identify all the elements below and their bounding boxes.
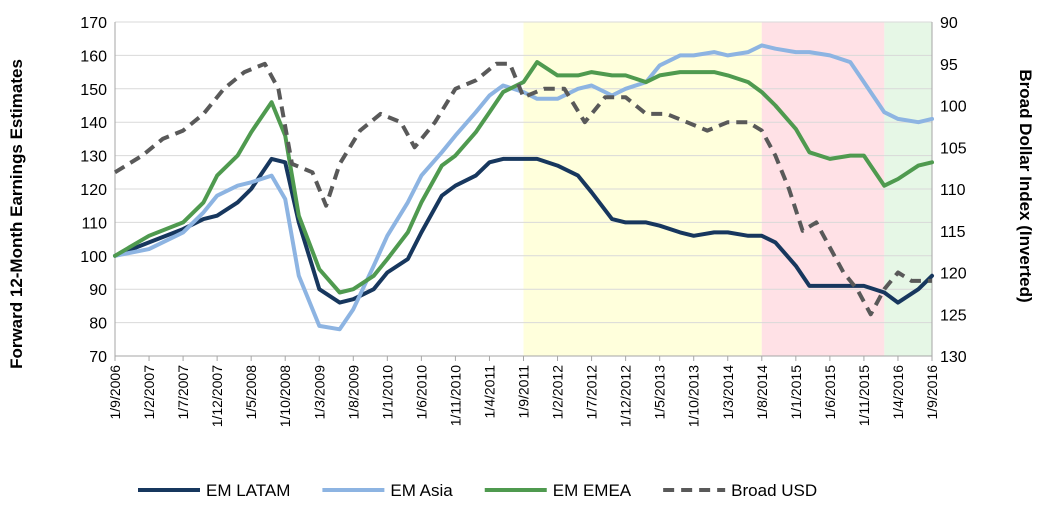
legend-label-em-emea: EM EMEA <box>553 481 632 500</box>
y-tick-label: 170 <box>80 15 107 32</box>
x-tick-label: 1/2/2012 <box>550 365 566 420</box>
x-tick-label: 1/7/2007 <box>175 365 191 420</box>
x-tick-label: 1/8/2009 <box>345 365 361 420</box>
y2-tick-label: 100 <box>940 99 967 116</box>
series-line-broad-usd <box>113 61 932 317</box>
y-tick-label: 110 <box>81 215 107 232</box>
y-tick-label: 160 <box>80 48 107 65</box>
x-tick-label: 1/3/2009 <box>311 365 327 420</box>
y2-tick-label: 95 <box>940 57 958 74</box>
series-lines <box>113 43 934 332</box>
y-tick-label: 140 <box>80 115 107 132</box>
x-tick-label: 1/4/2011 <box>481 365 497 419</box>
legend-label-broad-usd: Broad USD <box>731 481 817 500</box>
x-tick-label: 1/3/2014 <box>720 365 736 420</box>
x-tick-label: 1/1/2010 <box>379 365 395 420</box>
legend-label-em-latam: EM LATAM <box>206 481 290 500</box>
legend: EM LATAM EM Asia EM EMEA Broad USD <box>138 481 817 500</box>
x-tick-label: 1/9/2016 <box>924 365 940 420</box>
y2-tick-label: 90 <box>940 15 958 32</box>
x-tick-label: 1/9/2011 <box>516 365 532 419</box>
x-tick-label: 1/1/2015 <box>788 365 804 420</box>
x-tick-label: 1/11/2010 <box>447 365 463 426</box>
x-tick-label: 1/10/2013 <box>686 365 702 427</box>
x-tick-label: 1/6/2010 <box>413 365 429 420</box>
y-tick-label: 100 <box>80 249 107 266</box>
x-tick-label: 1/5/2013 <box>652 365 668 420</box>
y2-tick-label: 120 <box>940 266 967 283</box>
axes: 70 80 90 100 110 120 130 140 150 160 170 90 95 100 105… <box>80 15 967 427</box>
x-tick-label: 1/8/2014 <box>754 365 770 420</box>
series-line-em-latam <box>113 156 934 305</box>
y-tick-label: 150 <box>80 82 107 99</box>
x-tick-label: 1/12/2012 <box>618 365 634 427</box>
gridlines <box>115 21 932 357</box>
y-tick-label: 90 <box>89 282 107 299</box>
x-tick-label: 1/5/2008 <box>243 365 259 420</box>
x-tick-label: 1/6/2015 <box>822 365 838 420</box>
y2-axis-title: Broad Dollar Index (Inverted) <box>1016 69 1035 302</box>
x-tick-label: 1/11/2015 <box>856 365 872 426</box>
legend-label-em-asia: EM Asia <box>390 481 453 500</box>
y2-tick-label: 110 <box>940 182 966 199</box>
x-tick-label: 1/7/2012 <box>584 365 600 420</box>
x-tick-label: 1/12/2007 <box>209 365 225 427</box>
y-axis-title: Forward 12-Month Earnings Estimates <box>7 59 26 369</box>
y-tick-label: 130 <box>80 149 107 166</box>
y2-tick-label: 125 <box>940 307 967 324</box>
y2-tick-label: 130 <box>940 349 967 366</box>
x-tick-label: 1/10/2008 <box>277 365 293 427</box>
x-tick-label: 1/9/2006 <box>107 365 123 420</box>
y2-tick-label: 115 <box>940 224 966 241</box>
x-tick-label: 1/2/2007 <box>141 365 157 420</box>
y-tick-label: 120 <box>80 182 107 199</box>
y-tick-label: 80 <box>89 316 107 333</box>
x-tick-label: 1/4/2016 <box>890 365 906 420</box>
series-line-em-emea <box>113 60 934 295</box>
y2-tick-label: 105 <box>940 140 967 157</box>
y-tick-label: 70 <box>89 349 107 366</box>
series-line-em-asia <box>113 43 934 332</box>
